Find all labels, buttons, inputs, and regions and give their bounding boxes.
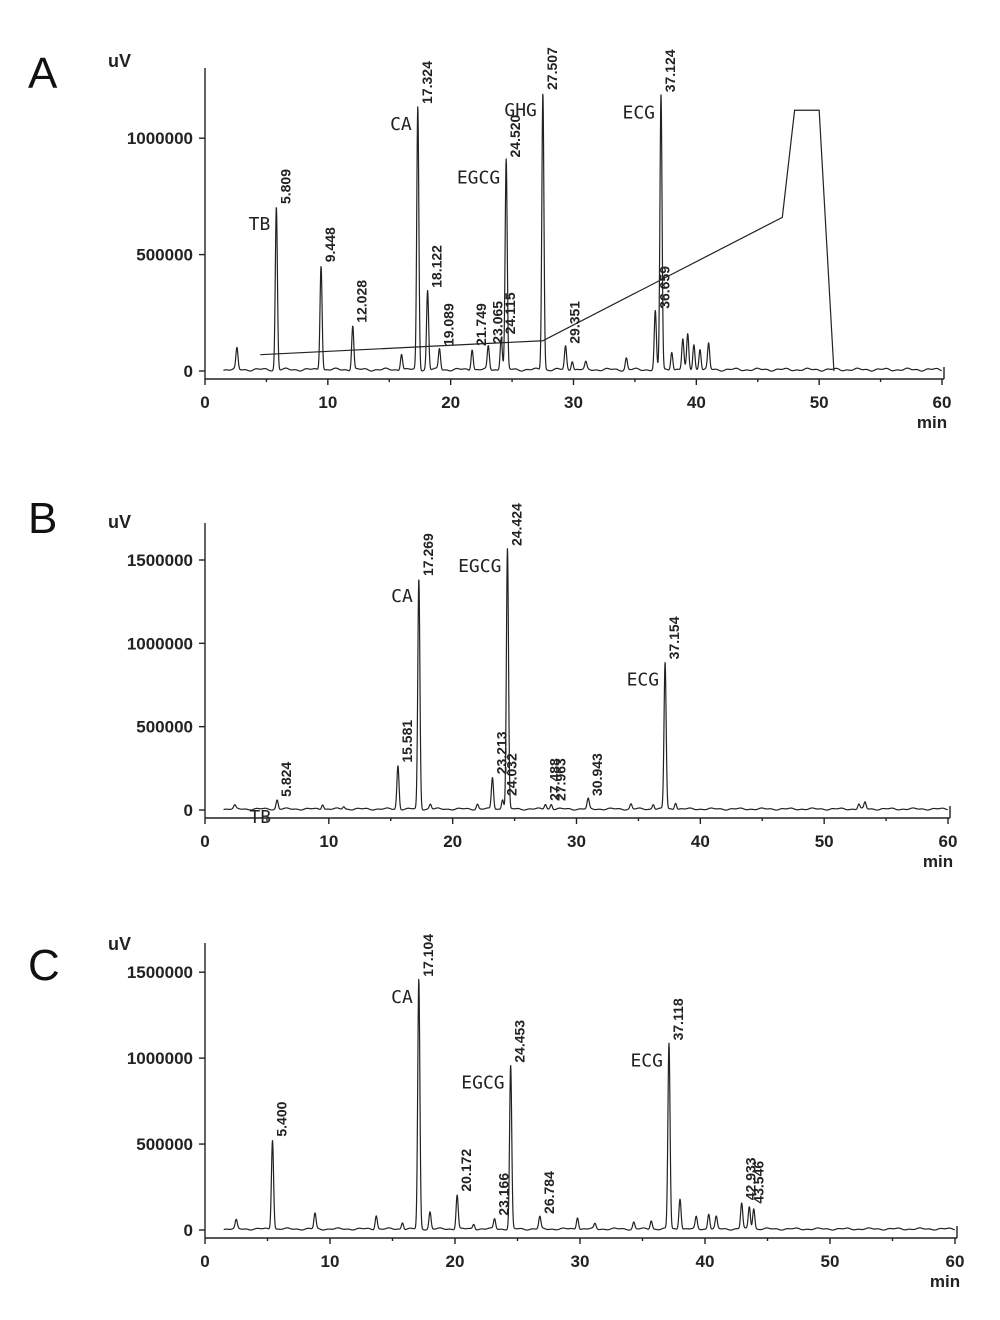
- peak-retention-time-label: 43.546: [750, 1161, 766, 1204]
- peak-retention-time-label: 37.118: [670, 998, 686, 1040]
- x-tick-label: 40: [696, 1252, 715, 1271]
- peak-retention-time-label: 27.488: [546, 758, 562, 801]
- chromatogram-trace: [223, 978, 956, 1231]
- peak-retention-time-label: 5.824: [278, 762, 294, 797]
- peak-retention-time-label: 9.448: [322, 227, 338, 262]
- x-tick-label: 60: [939, 832, 958, 851]
- panel-letter-a: A: [28, 49, 58, 98]
- x-tick-label: 60: [946, 1252, 965, 1271]
- compound-label: CA: [390, 114, 412, 135]
- peak-retention-time-label: 27.963: [552, 758, 568, 801]
- peak-retention-time-label: 24.453: [512, 1020, 528, 1063]
- y-tick-label: 1000000: [127, 129, 193, 148]
- x-tick-label: 20: [446, 1252, 465, 1271]
- x-tick-label: 30: [564, 393, 583, 412]
- peak-retention-time-label: 30.943: [589, 753, 605, 796]
- peak-retention-time-label: 21.749: [473, 303, 489, 346]
- x-tick-label: 40: [687, 393, 706, 412]
- y-axis-unit-label: uV: [108, 51, 131, 71]
- peak-retention-time-label: 24.032: [504, 753, 520, 796]
- panel-letter-b: B: [28, 494, 57, 543]
- y-tick-label: 0: [184, 1221, 193, 1240]
- peak-retention-time-label: 37.154: [666, 616, 682, 659]
- peak-retention-time-label: 37.124: [662, 49, 678, 92]
- compound-label: TB: [249, 214, 271, 235]
- x-tick-label: 60: [933, 393, 952, 412]
- peak-retention-time-label: 15.581: [399, 720, 415, 763]
- panel-letter-c: C: [28, 941, 60, 990]
- x-tick-label: 0: [200, 832, 209, 851]
- x-tick-label: 20: [441, 393, 460, 412]
- x-tick-label: 50: [810, 393, 829, 412]
- chromatogram-trace: [223, 548, 949, 811]
- compound-label: GHG: [504, 100, 537, 121]
- compound-label: TB: [249, 807, 271, 828]
- peak-retention-time-label: 18.122: [429, 245, 445, 288]
- peak-retention-time-label: 5.400: [273, 1101, 289, 1136]
- peak-retention-time-label: 29.351: [567, 301, 583, 344]
- y-tick-label: 500000: [136, 1135, 193, 1154]
- x-tick-label: 40: [691, 832, 710, 851]
- y-tick-label: 1500000: [127, 551, 193, 570]
- y-axis-unit-label: uV: [108, 934, 131, 954]
- peak-retention-time-label: 42.933: [743, 1157, 759, 1200]
- y-tick-label: 1000000: [127, 1049, 193, 1068]
- compound-label: ECG: [622, 102, 655, 123]
- peak-retention-time-label: 23.065: [489, 301, 505, 344]
- x-tick-label: 30: [567, 832, 586, 851]
- peak-retention-time-label: 24.424: [508, 503, 524, 546]
- x-tick-label: 50: [815, 832, 834, 851]
- compound-label: CA: [391, 586, 413, 607]
- gradient-profile-line: [260, 109, 835, 372]
- x-tick-label: 0: [200, 1252, 209, 1271]
- x-tick-label: 20: [443, 832, 462, 851]
- x-tick-label: 10: [321, 1252, 340, 1271]
- peak-retention-time-label: 23.166: [496, 1173, 512, 1216]
- y-tick-label: 1000000: [127, 634, 193, 653]
- chromatogram-trace: [223, 93, 943, 372]
- peak-retention-time-label: 20.172: [458, 1149, 474, 1192]
- y-tick-label: 0: [184, 801, 193, 820]
- peak-retention-time-label: 24.115: [502, 292, 518, 334]
- compound-label: CA: [391, 987, 413, 1008]
- compound-label: EGCG: [458, 556, 501, 577]
- compound-label: EGCG: [461, 1073, 504, 1094]
- peak-retention-time-label: 17.104: [420, 934, 436, 977]
- x-tick-label: 10: [319, 832, 338, 851]
- y-tick-label: 1500000: [127, 963, 193, 982]
- compound-label: ECG: [627, 669, 660, 690]
- peak-retention-time-label: 19.089: [440, 303, 456, 346]
- x-axis-title: min: [923, 852, 953, 871]
- x-tick-label: 30: [571, 1252, 590, 1271]
- y-tick-label: 500000: [136, 718, 193, 737]
- x-axis-title: min: [930, 1272, 960, 1291]
- x-tick-label: 0: [200, 393, 209, 412]
- x-tick-label: 50: [821, 1252, 840, 1271]
- peak-retention-time-label: 17.269: [420, 533, 436, 576]
- y-axis-unit-label: uV: [108, 512, 131, 532]
- y-tick-label: 0: [184, 362, 193, 381]
- peak-retention-time-label: 17.324: [419, 61, 435, 104]
- peak-retention-time-label: 27.507: [544, 47, 560, 90]
- peak-retention-time-label: 24.520: [507, 114, 523, 157]
- peak-retention-time-label: 12.028: [354, 280, 370, 323]
- compound-label: ECG: [630, 1050, 663, 1071]
- peak-retention-time-label: 23.213: [493, 731, 509, 774]
- x-axis-title: min: [917, 413, 947, 432]
- x-tick-label: 10: [318, 393, 337, 412]
- peak-retention-time-label: 5.809: [277, 169, 293, 204]
- y-tick-label: 500000: [136, 246, 193, 265]
- peak-retention-time-label: 26.784: [541, 1171, 557, 1214]
- peak-retention-time-label: 36.659: [656, 266, 672, 309]
- compound-label: EGCG: [457, 167, 500, 188]
